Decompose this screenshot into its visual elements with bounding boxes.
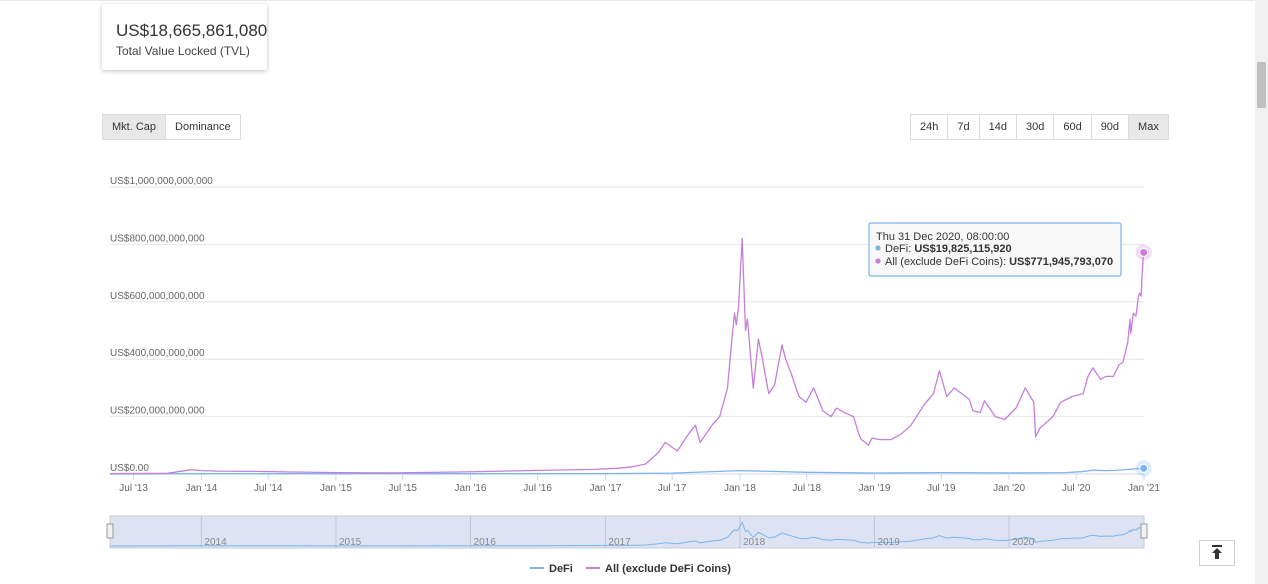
tooltip-all-colon: :	[1003, 256, 1009, 268]
tooltip-box	[868, 222, 1122, 277]
legend: DeFi All (exclude DeFi Coins)	[530, 563, 731, 575]
tab-dominance[interactable]: Dominance	[165, 115, 240, 139]
navigator-labels: 2014 2015 2016 2017 2018 2019 2020	[204, 537, 1034, 548]
hover-halo-all	[1135, 244, 1152, 261]
series-line-all	[109, 238, 1145, 475]
tooltip: Thu 31 Dec 2020, 08:00:00 DeFi: US$19,82…	[868, 222, 1122, 277]
tvl-card: US$18,665,861,080 Total Value Locked (TV…	[102, 4, 267, 70]
legend-item-all[interactable]: All (exclude DeFi Coins)	[586, 563, 731, 575]
navigator-series	[109, 520, 1145, 547]
navigator-grid	[200, 516, 1010, 548]
x-tick-label: Jul '18	[792, 483, 821, 494]
hover-point-defi	[1139, 463, 1149, 473]
hover-point-all	[1139, 247, 1149, 257]
y-tick-label: US$600,000,000,000	[110, 291, 205, 302]
legend-item-defi[interactable]: DeFi	[530, 563, 573, 575]
x-tick-label: Jan '20	[993, 483, 1025, 494]
navigator-label: 2020	[1012, 537, 1035, 548]
navigator-label: 2016	[474, 537, 497, 548]
x-tick-label: Jul '16	[523, 483, 552, 494]
y-tick-label: US$800,000,000,000	[110, 233, 205, 244]
range-90d-button[interactable]: 90d	[1090, 115, 1128, 139]
x-tick-label: Jul '15	[388, 483, 417, 494]
tooltip-row-defi: DeFi: US$19,825,115,920	[885, 243, 1012, 255]
tab-mkt-cap[interactable]: Mkt. Cap	[103, 115, 166, 139]
x-tick-label: Jan '14	[185, 483, 217, 494]
x-tick-label: Jan '16	[455, 483, 487, 494]
tooltip-row-all: All (exclude DeFi Coins): US$771,945,793…	[885, 256, 1113, 268]
x-tick-label: Jul '13	[119, 483, 148, 494]
x-tick-label: Jul '14	[254, 483, 283, 494]
x-tick-label: Jan '17	[589, 483, 621, 494]
chart-series	[109, 238, 1152, 477]
hover-halo-defi	[1135, 460, 1152, 477]
navigator-label: 2014	[204, 537, 227, 548]
x-tick-label: Jan '19	[859, 483, 891, 494]
scrollbar-thumb[interactable]	[1257, 62, 1266, 108]
y-axis-labels: US$0.00 US$200,000,000,000 US$400,000,000,…	[110, 176, 213, 474]
range-60d-button[interactable]: 60d	[1053, 115, 1090, 139]
y-tick-label: US$200,000,000,000	[110, 406, 205, 417]
x-tick-label: Jan '15	[320, 483, 352, 494]
navigator-background	[109, 515, 1145, 549]
y-tick-label: US$1,000,000,000,000	[110, 176, 213, 187]
x-tick-label: Jan '21	[1128, 483, 1160, 494]
navigator-left-handle[interactable]	[106, 523, 114, 539]
arrow-up-to-line-icon	[1211, 544, 1223, 562]
top-divider	[0, 0, 1255, 1]
y-tick-label: US$0.00	[110, 463, 149, 474]
tvl-label: Total Value Locked (TVL)	[116, 44, 250, 58]
range-7d-button[interactable]: 7d	[947, 115, 978, 139]
y-tick-label: US$400,000,000,000	[110, 348, 205, 359]
tooltip-defi-name: DeFi	[885, 243, 908, 255]
navigator: 2014 2015 2016 2017 2018 2019 2020	[106, 515, 1148, 549]
metric-toggle: Mkt. Cap Dominance	[102, 114, 241, 140]
tooltip-marker-defi	[875, 245, 881, 251]
tooltip-defi-colon: :	[908, 243, 914, 255]
tvl-value: US$18,665,861,080	[116, 21, 268, 40]
chart-grid	[110, 186, 1144, 418]
x-tick-label: Jul '17	[658, 483, 687, 494]
navigator-label: 2019	[878, 537, 901, 548]
navigator-right-handle[interactable]	[1140, 523, 1148, 539]
legend-label-all: All (exclude DeFi Coins)	[605, 563, 731, 575]
legend-label-defi: DeFi	[549, 563, 573, 575]
tooltip-marker-all	[875, 258, 881, 264]
navigator-label: 2018	[743, 537, 766, 548]
tooltip-date: Thu 31 Dec 2020, 08:00:00	[876, 231, 1009, 243]
x-tick-label: Jan '18	[724, 483, 756, 494]
back-to-top-button[interactable]	[1199, 540, 1235, 566]
x-tick-label: Jul '19	[927, 483, 956, 494]
navigator-label: 2017	[608, 537, 631, 548]
tooltip-all-name: All (exclude DeFi Coins)	[885, 256, 1003, 268]
range-max-button[interactable]: Max	[1128, 115, 1168, 139]
range-24h-button[interactable]: 24h	[920, 121, 939, 133]
range-14d-button[interactable]: 14d	[978, 115, 1016, 139]
range-30d-button[interactable]: 30d	[1015, 115, 1053, 139]
x-axis: Jul '13 Jan '14 Jul '14 Jan '15 Jul '15 Jan '…	[110, 473, 1160, 494]
tooltip-all-value: US$771,945,793,070	[1009, 256, 1113, 268]
tooltip-defi-value: US$19,825,115,920	[914, 243, 1011, 255]
x-tick-label: Jul '20	[1062, 483, 1091, 494]
range-selector: 24h 7d 14d 30d 60d 90d Max	[910, 114, 1169, 140]
page-scrollbar[interactable]	[1255, 0, 1268, 584]
navigator-label: 2015	[339, 537, 362, 548]
series-line-defi	[109, 467, 1144, 475]
